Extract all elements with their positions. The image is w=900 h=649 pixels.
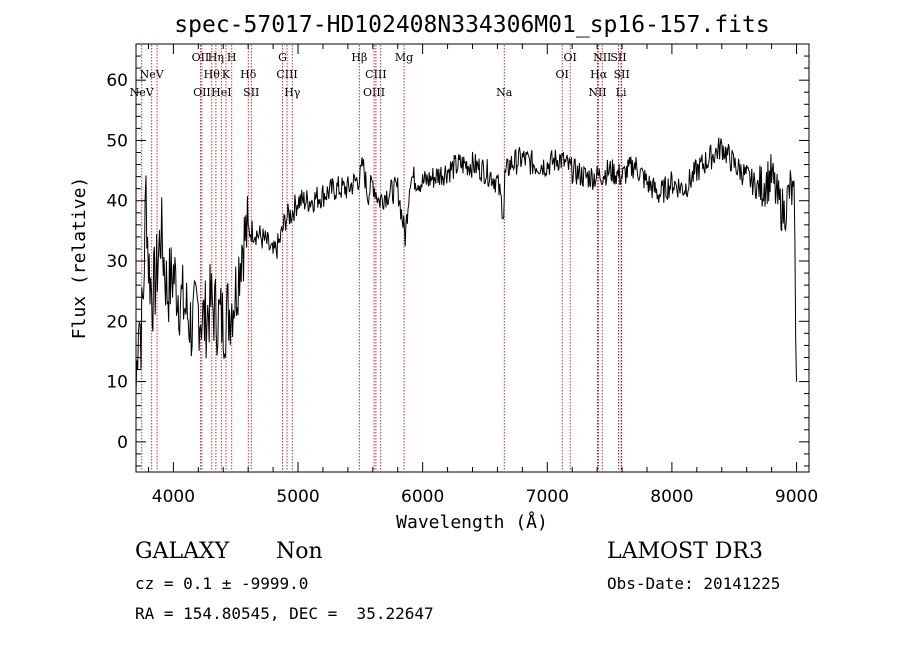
y-tick-label: 40: [106, 192, 128, 212]
y-tick-label: 20: [106, 312, 128, 332]
line-marker-label: SII: [614, 68, 630, 81]
x-tick-label: 7000: [526, 487, 569, 507]
line-marker-label: NeV: [140, 68, 165, 81]
line-marker-label: HeI: [211, 86, 231, 99]
line-marker-label: CIII: [276, 68, 297, 81]
chart-title: spec-57017-HD102408N334306M01_sp16-157.f…: [174, 12, 769, 38]
line-marker-label: K: [222, 68, 231, 81]
line-marker-label: SII: [243, 86, 259, 99]
redshift-line: cz = 0.1 ± -9999.0: [135, 574, 309, 593]
y-tick-label: 0: [117, 433, 128, 453]
x-tick-label: 8000: [650, 487, 693, 507]
line-marker-label: OII: [193, 86, 211, 99]
x-tick-label: 6000: [401, 487, 444, 507]
line-marker-label: Li: [616, 86, 627, 99]
y-tick-label: 60: [106, 71, 128, 91]
y-tick-label: 30: [106, 252, 128, 272]
y-axis-label: Flux (relative): [69, 177, 90, 340]
y-tick-label: 10: [106, 373, 128, 393]
line-marker-label: Hα: [590, 68, 608, 81]
line-marker-label: Hβ: [351, 51, 367, 64]
object-class: GALAXY: [135, 539, 230, 564]
line-marker-label: G: [278, 51, 287, 64]
line-marker-label: NII: [588, 86, 606, 99]
x-tick-label: 9000: [775, 487, 818, 507]
line-marker-label: Hδ: [240, 68, 257, 81]
x-axis: 4000 5000 6000 7000 8000 9000: [147, 44, 818, 507]
line-marker-label: Mg: [395, 51, 413, 64]
line-marker-label: Hθ: [204, 68, 221, 81]
line-marker-label: H: [227, 51, 237, 64]
line-marker-label: Hη: [208, 51, 224, 64]
line-marker-label: OI: [556, 68, 569, 81]
x-axis-label: Wavelength (Å): [396, 511, 548, 533]
line-marker-label: OIII: [363, 86, 385, 99]
line-marker-label: NeV: [130, 86, 155, 99]
plot-frame: [135, 43, 810, 473]
line-marker-label: OI: [564, 51, 577, 64]
coordinates-line: RA = 154.80545, DEC = 35.22647: [135, 604, 434, 623]
line-marker-label: CIII: [365, 68, 386, 81]
line-marker-label: SII: [610, 51, 626, 64]
spectrum-series-line: [135, 137, 797, 395]
line-marker-label: Hγ: [284, 86, 301, 99]
survey-name: LAMOST DR3: [607, 539, 763, 564]
line-marker-label: OII: [192, 51, 210, 64]
line-marker-label: Na: [496, 86, 513, 99]
x-tick-label: 4000: [152, 487, 195, 507]
x-tick-label: 5000: [276, 487, 319, 507]
y-tick-label: 50: [106, 131, 128, 151]
object-subclass: Non: [276, 539, 323, 564]
observation-date: Obs-Date: 20141225: [607, 574, 781, 593]
y-axis: 0 10 20 30 40 50 60: [106, 43, 809, 467]
line-marker-label: NII: [593, 51, 611, 64]
